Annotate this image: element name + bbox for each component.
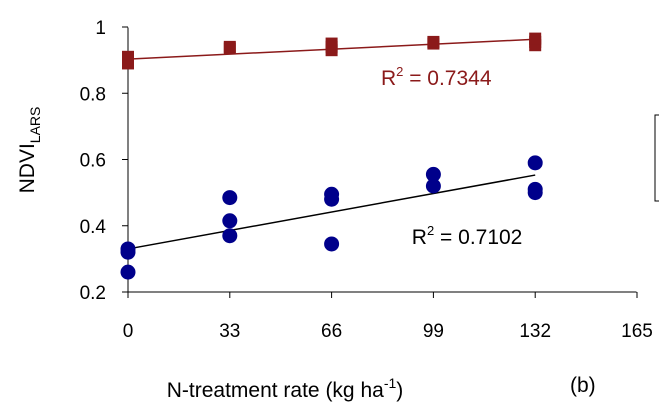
x-axis-title-main: N-treatment rate (kg ha	[167, 379, 384, 402]
data-point-circle	[120, 264, 136, 280]
data-point-square	[122, 50, 134, 63]
data-points	[120, 32, 543, 280]
data-point-square	[427, 35, 440, 48]
y-axis-title-sub: LARS	[27, 107, 43, 144]
data-point-circle	[324, 186, 340, 202]
trendline-series-2	[127, 174, 536, 250]
y-tick-label: 1	[95, 18, 106, 39]
data-point-circle	[425, 178, 441, 194]
x-tick-label: 0	[123, 321, 134, 342]
y-axis-title: NDVILARS	[16, 107, 43, 194]
x-tick-label: 66	[321, 321, 342, 342]
r-squared-label-series-1: R2 = 0.7344	[381, 64, 492, 90]
x-tick-label: 165	[621, 321, 653, 342]
panel-label: (b)	[570, 374, 596, 397]
x-axis-title: N-treatment rate (kg ha-1)	[167, 375, 404, 402]
data-point-circle	[324, 236, 340, 252]
legend-box	[654, 114, 659, 202]
data-point-circle	[425, 166, 441, 182]
y-ticks: 0.2 0.4 0.6 0.8 1	[80, 18, 128, 304]
data-point-circle	[527, 155, 543, 171]
data-point-circle	[527, 181, 543, 197]
data-point-circle	[120, 241, 136, 257]
y-tick-label: 0.6	[80, 151, 106, 172]
data-point-square	[529, 32, 542, 45]
data-point-circle	[222, 228, 238, 244]
x-ticks: 0 33 66 99 132 165	[123, 292, 653, 342]
y-tick-label: 0.4	[80, 217, 107, 238]
data-point-circle	[222, 213, 238, 229]
r-squared-label-series-2: R2 = 0.7102	[412, 223, 523, 249]
x-tick-label: 99	[423, 321, 444, 342]
x-tick-label: 132	[519, 321, 551, 342]
y-axis-title-main: NDVI	[16, 143, 39, 193]
data-point-square	[223, 40, 236, 53]
data-point-square	[325, 37, 338, 50]
x-axis-title-end: )	[396, 379, 403, 402]
data-point-circle	[222, 190, 238, 206]
plot-area: 0 33 66 99 132 165 0.20.40.60.81 R2 = 0.7344R…	[80, 18, 653, 342]
x-tick-label: 33	[219, 321, 240, 342]
r-squared-labels: R2 = 0.7344 R2 = 0.7102	[381, 64, 522, 249]
y-tick-label: 0.2	[80, 283, 106, 304]
x-axis-title-sup: -1	[384, 375, 397, 391]
y-tick-label: 0.8	[80, 84, 106, 105]
